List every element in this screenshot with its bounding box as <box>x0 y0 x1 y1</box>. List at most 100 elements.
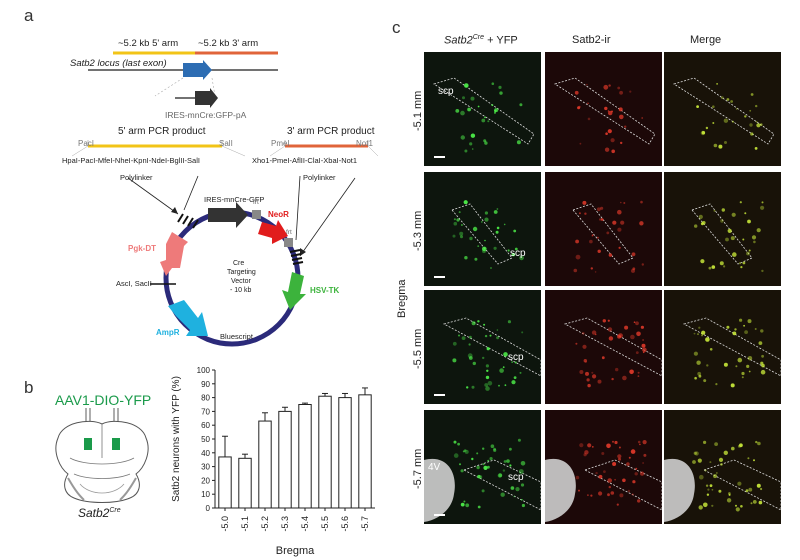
labeled-cell <box>502 469 506 472</box>
labeled-cell <box>748 487 753 492</box>
labeled-cell <box>520 461 526 466</box>
labeled-cell <box>584 212 587 215</box>
y-tick-label: 100 <box>197 366 211 375</box>
y-tick-label: 50 <box>201 435 210 444</box>
labeled-cell <box>464 449 469 454</box>
site-sali: SalI <box>219 139 233 148</box>
labeled-cell <box>747 319 752 324</box>
bar-chart: 0 10 20 30 40 50 60 70 80 90 100 -5.0 -5.1 -5.2 -5.3 -5… <box>171 366 375 557</box>
labeled-cell <box>498 473 503 477</box>
labeled-cell <box>760 369 766 375</box>
labeled-cell <box>460 224 463 226</box>
labeled-cell <box>701 330 706 335</box>
labeled-cell <box>460 135 465 140</box>
labeled-cell <box>607 493 610 497</box>
bregma-row-label: -5.3 mm <box>412 210 424 251</box>
labeled-cell <box>747 356 753 361</box>
labeled-cell <box>484 217 489 222</box>
labeled-cell <box>484 334 488 338</box>
labeled-cell <box>747 457 750 460</box>
labeled-cell <box>499 91 503 95</box>
center-line4: - 10 kb <box>230 287 252 294</box>
labeled-cell <box>642 339 645 341</box>
labeled-cell <box>600 206 604 210</box>
labeled-cell <box>460 502 465 507</box>
labeled-cell <box>592 374 597 379</box>
labeled-cell <box>463 449 467 452</box>
labeled-cell <box>607 327 613 332</box>
x-axis-title: Bregma <box>276 545 315 557</box>
labeled-cell <box>619 90 623 95</box>
labeled-cell <box>750 502 753 505</box>
ires-cre-arrow <box>208 202 248 228</box>
labeled-cell <box>452 234 456 238</box>
site-paci: PacI <box>78 139 95 148</box>
labeled-cell <box>611 377 614 381</box>
polylinker-label-left: Polylinker <box>120 173 153 182</box>
micrograph-image <box>664 440 781 522</box>
site-pmei: PmeI <box>271 139 290 148</box>
ires-label: IRES-mnCre-GFP <box>204 195 265 204</box>
labeled-cell <box>696 360 701 365</box>
micrograph-image <box>673 77 775 150</box>
labeled-cell <box>612 462 617 466</box>
labeled-cell <box>760 329 764 333</box>
labeled-cell <box>758 500 763 505</box>
labeled-cell <box>642 440 647 445</box>
labeled-cell <box>693 451 697 455</box>
labeled-cell <box>463 500 466 503</box>
labeled-cell <box>617 454 622 459</box>
labeled-cell <box>481 221 483 223</box>
labeled-cell <box>486 369 489 372</box>
labeled-cell <box>513 376 517 379</box>
labeled-cell <box>607 129 612 134</box>
micrograph-panel: scp <box>424 290 541 404</box>
labeled-cell <box>469 236 473 241</box>
labeled-cell <box>584 360 587 363</box>
labeled-cell <box>587 117 591 121</box>
labeled-cell <box>487 120 490 123</box>
labeled-cell <box>469 142 473 146</box>
labeled-cell <box>591 330 597 335</box>
labeled-cell <box>485 386 490 391</box>
labeled-cell <box>507 249 510 252</box>
labeled-cell <box>582 344 587 349</box>
scp-outline <box>691 203 753 265</box>
labeled-cell <box>487 459 490 462</box>
labeled-cell <box>476 452 479 455</box>
frt-right-label: frt <box>286 229 292 236</box>
labeled-cell <box>503 223 506 226</box>
labeled-cell <box>732 252 737 257</box>
labeled-cell <box>637 375 640 377</box>
labeled-cell <box>453 218 456 221</box>
labeled-cell <box>604 147 610 152</box>
labeled-cell <box>758 341 763 345</box>
labeled-cell <box>511 380 516 385</box>
labeled-cell <box>706 364 709 367</box>
fourth-ventricle <box>424 458 455 522</box>
micrograph-image <box>691 201 765 273</box>
pgk-dt-label: Pgk-DT <box>128 244 156 253</box>
labeled-cell <box>703 440 707 444</box>
micrograph-image <box>682 317 781 388</box>
pgk-dt-arrow <box>160 232 188 276</box>
y-axis-title: Satb2 neurons with YFP (%) <box>171 376 182 502</box>
labeled-cell <box>720 96 724 99</box>
scale-bar <box>434 276 445 278</box>
labeled-cell <box>698 326 701 329</box>
labeled-cell <box>456 218 460 222</box>
y-tick-label: 20 <box>201 476 210 485</box>
labeled-cell <box>746 364 750 368</box>
labeled-cell <box>735 108 738 110</box>
labeled-cell <box>516 140 521 145</box>
labeled-cell <box>614 440 618 445</box>
labeled-cell <box>618 446 621 449</box>
micrograph-panel: scp <box>424 172 541 286</box>
labeled-cell <box>753 459 755 462</box>
bregma-row-label: -5.7 mm <box>412 448 424 489</box>
labeled-cell <box>489 334 492 337</box>
labeled-cell <box>506 459 510 463</box>
labeled-cell <box>482 249 486 254</box>
labeled-cell <box>604 106 608 111</box>
labeled-cell <box>735 507 740 512</box>
